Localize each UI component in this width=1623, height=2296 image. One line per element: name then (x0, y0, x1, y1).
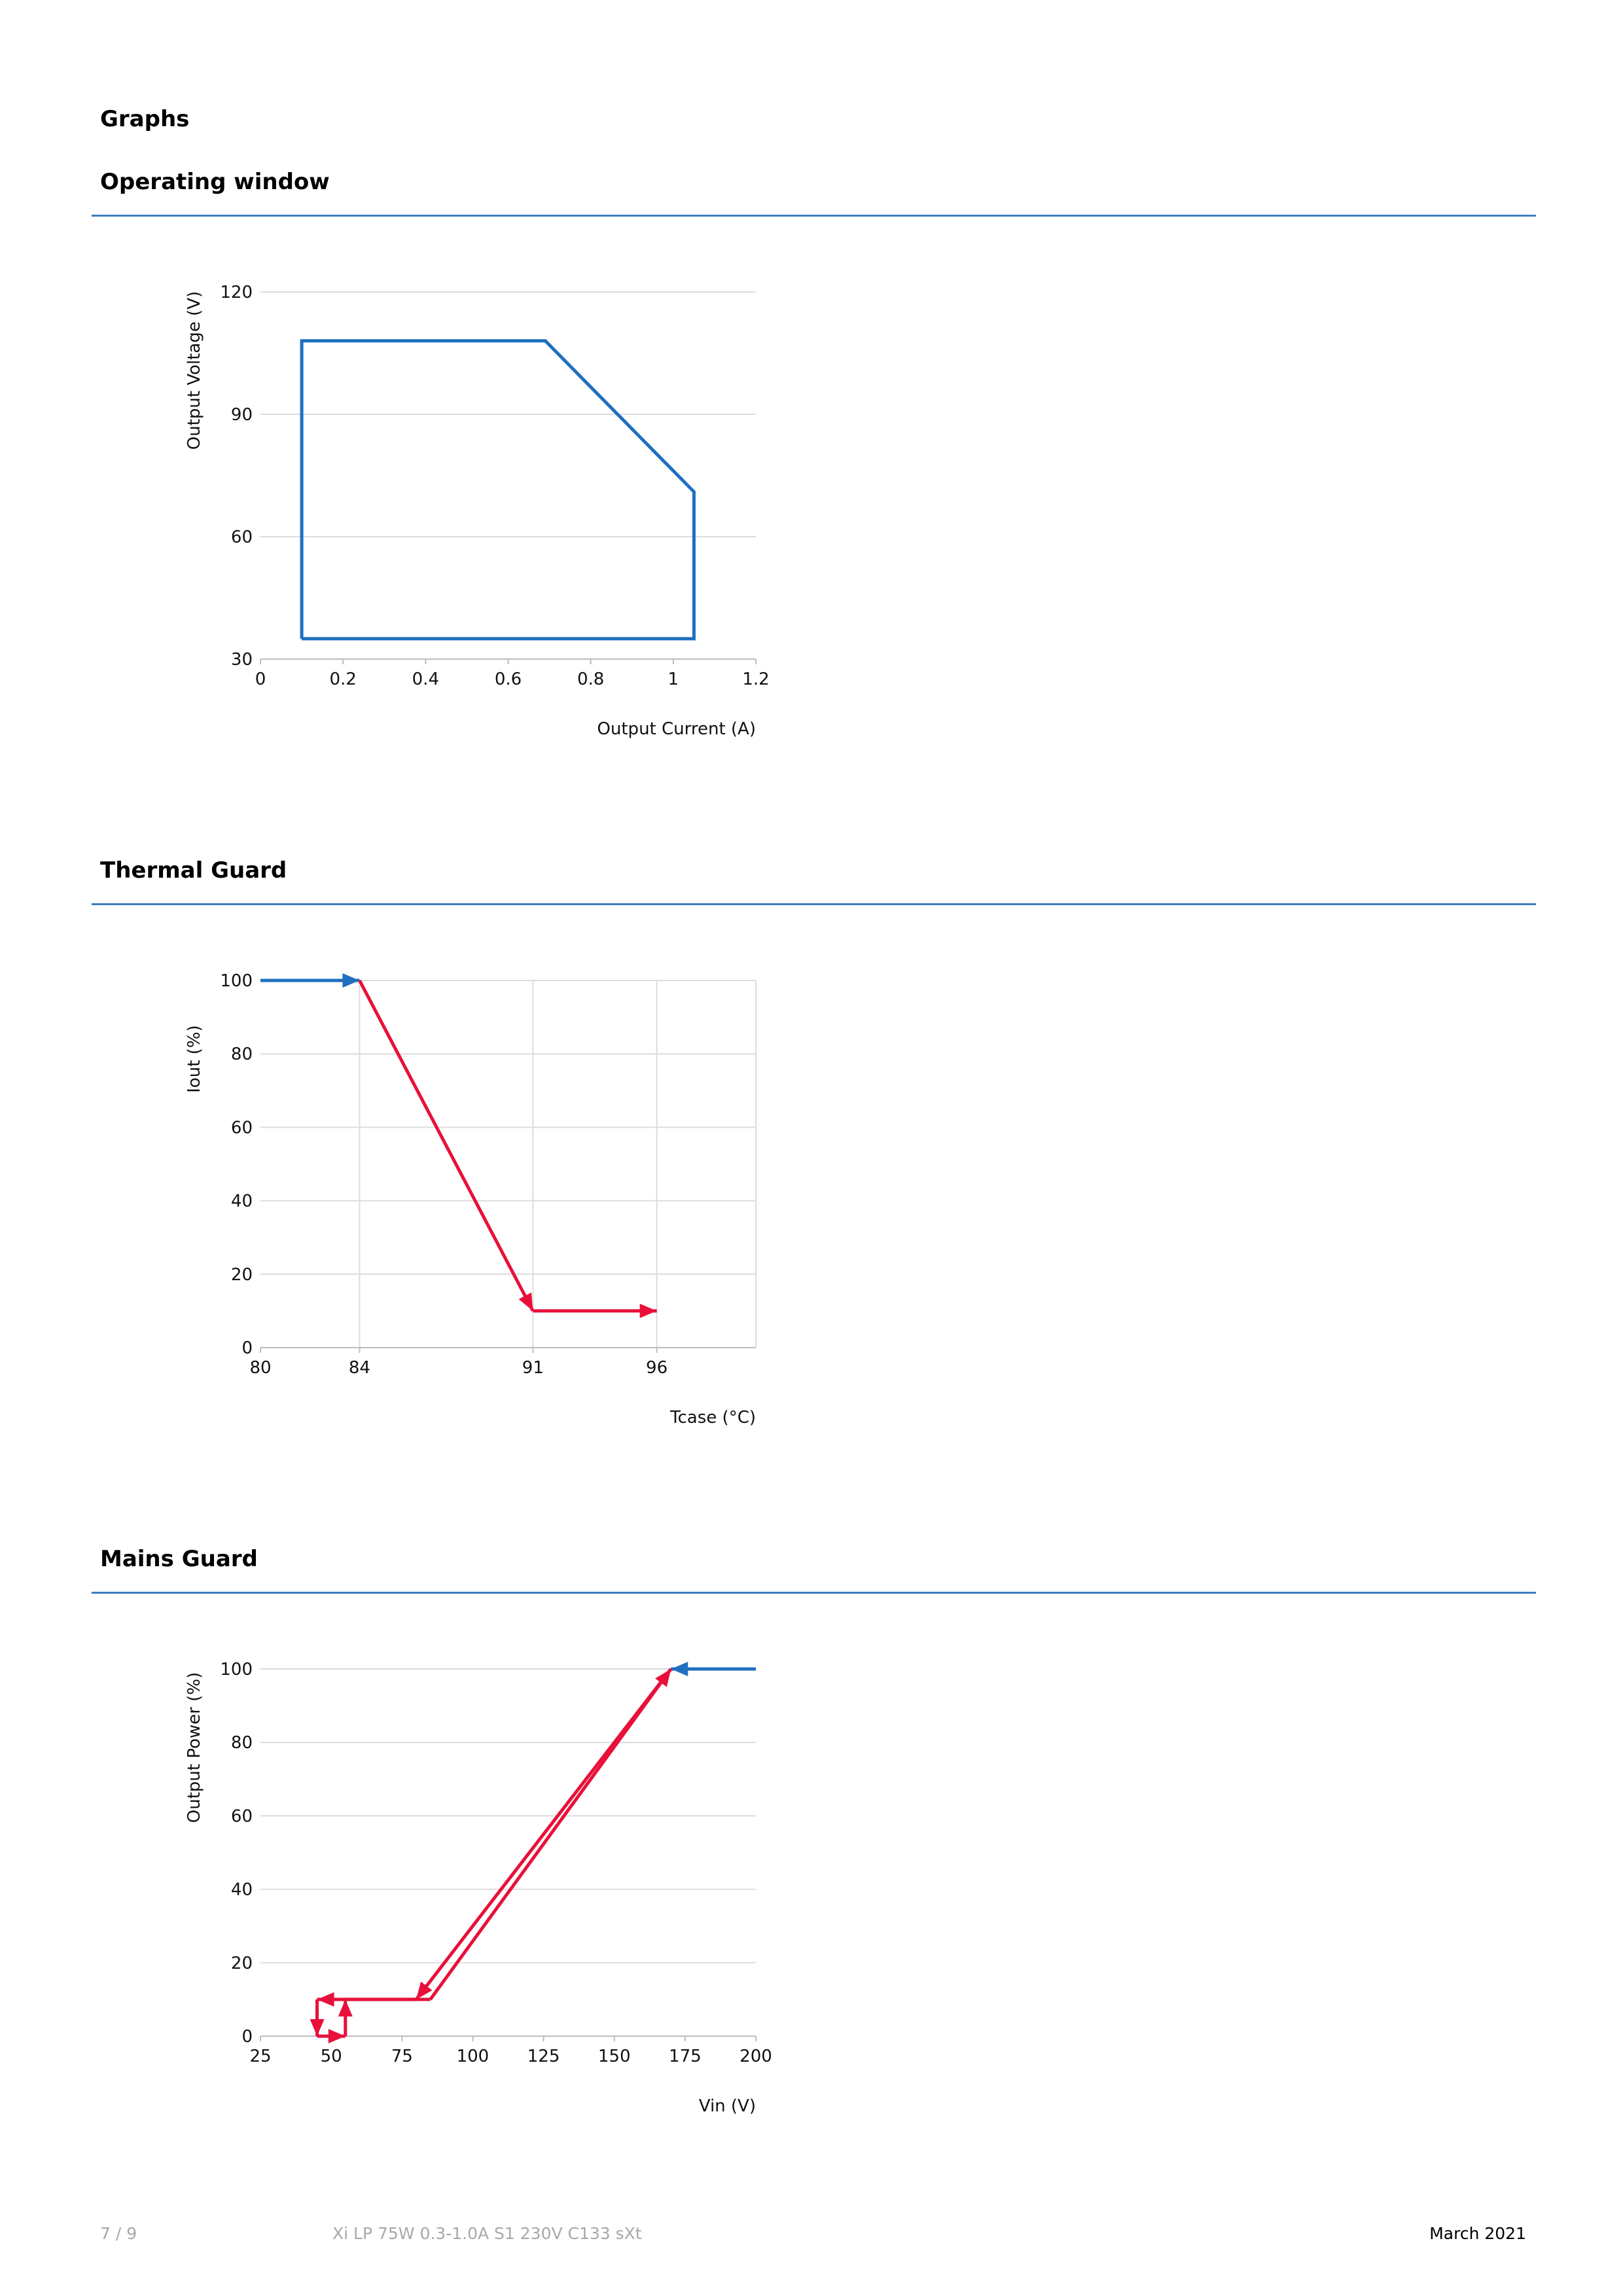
y-axis-title: Iout (%) (185, 1025, 204, 1093)
x-tick-label: 1.2 (742, 670, 769, 689)
y-tick-label: 30 (231, 650, 253, 670)
data-line (300, 339, 696, 641)
x-tick-label: 75 (391, 2047, 413, 2066)
x-tick-label: 25 (249, 2047, 271, 2066)
footer-product-name: Xi LP 75W 0.3-1.0A S1 230V C133 sXt (332, 2224, 642, 2243)
footer-date: March 2021 (1429, 2224, 1526, 2243)
x-tick-label: 0.8 (577, 670, 604, 689)
y-tick-label: 60 (231, 1806, 253, 1826)
arrowhead (342, 973, 360, 988)
y-tick-label: 80 (231, 1733, 253, 1753)
data-line (414, 1668, 673, 2001)
arrowhead (328, 2029, 346, 2043)
arrowhead (518, 1292, 533, 1311)
x-axis-title: Output Current (A) (597, 719, 756, 739)
y-tick-label: 20 (231, 1265, 253, 1285)
arrowhead (671, 1662, 688, 1676)
section-divider (92, 1592, 1536, 1594)
data-line (429, 1668, 673, 2001)
x-axis-title: Tcase (°C) (669, 1408, 756, 1427)
x-tick-label: 0.4 (412, 670, 439, 689)
arrowhead (639, 1303, 657, 1318)
y-tick-label: 0 (241, 2027, 253, 2047)
arrowhead (317, 1992, 334, 2007)
mains-guard-chart: 0 20 40 60 80 100 25 50 75 100 125 150 175 200 Vin (V)… (185, 1660, 772, 2116)
x-tick-label: 100 (457, 2047, 490, 2066)
section-title-thermal-guard: Thermal Guard (100, 857, 287, 884)
section-title-mains-guard: Mains Guard (100, 1546, 258, 1572)
section-divider (92, 903, 1536, 905)
y-tick-label: 40 (231, 1192, 253, 1211)
x-axis-title: Vin (V) (699, 2096, 756, 2116)
x-tick-label: 150 (598, 2047, 631, 2066)
y-axis-title: Output Power (%) (185, 1672, 204, 1823)
y-tick-label: 100 (220, 1660, 253, 1679)
x-tick-label: 0 (255, 670, 266, 689)
footer-page-number: 7 / 9 (100, 2224, 137, 2243)
x-tick-label: 84 (349, 1358, 370, 1378)
section-title-operating-window: Operating window (100, 169, 330, 195)
y-tick-label: 20 (231, 1954, 253, 1973)
arrowhead (416, 1981, 433, 2000)
section-divider (92, 215, 1536, 217)
x-tick-label: 80 (249, 1358, 271, 1378)
y-tick-label: 100 (220, 971, 253, 991)
y-tick-label: 0 (241, 1338, 253, 1358)
y-tick-label: 40 (231, 1880, 253, 1900)
x-tick-label: 175 (669, 2047, 702, 2066)
x-tick-label: 1 (668, 670, 679, 689)
thermal-guard-chart: 0 20 40 60 80 100 80 84 91 96 Tcase (°C) Iout (%) (185, 971, 757, 1427)
x-tick-label: 50 (321, 2047, 342, 2066)
y-tick-label: 120 (220, 283, 253, 302)
operating-window-chart: 30 60 90 120 0 0.2 0.4 0.6 0.8 1 1.2 Output Current… (185, 283, 770, 739)
page-heading: Graphs (100, 106, 190, 132)
x-tick-label: 0.2 (329, 670, 356, 689)
y-tick-label: 80 (231, 1045, 253, 1064)
y-tick-label: 60 (231, 1118, 253, 1138)
x-tick-label: 0.6 (495, 670, 522, 689)
y-tick-label: 60 (231, 528, 253, 547)
x-tick-label: 125 (527, 2047, 560, 2066)
arrowhead (338, 1999, 353, 2017)
y-tick-label: 90 (231, 405, 253, 425)
x-tick-label: 96 (646, 1358, 668, 1378)
y-axis-title: Output Voltage (V) (185, 291, 204, 450)
arrowhead (310, 2019, 325, 2036)
x-tick-label: 91 (522, 1358, 544, 1378)
data-line (358, 979, 535, 1312)
arrowhead (655, 1669, 671, 1687)
x-tick-label: 200 (740, 2047, 772, 2066)
